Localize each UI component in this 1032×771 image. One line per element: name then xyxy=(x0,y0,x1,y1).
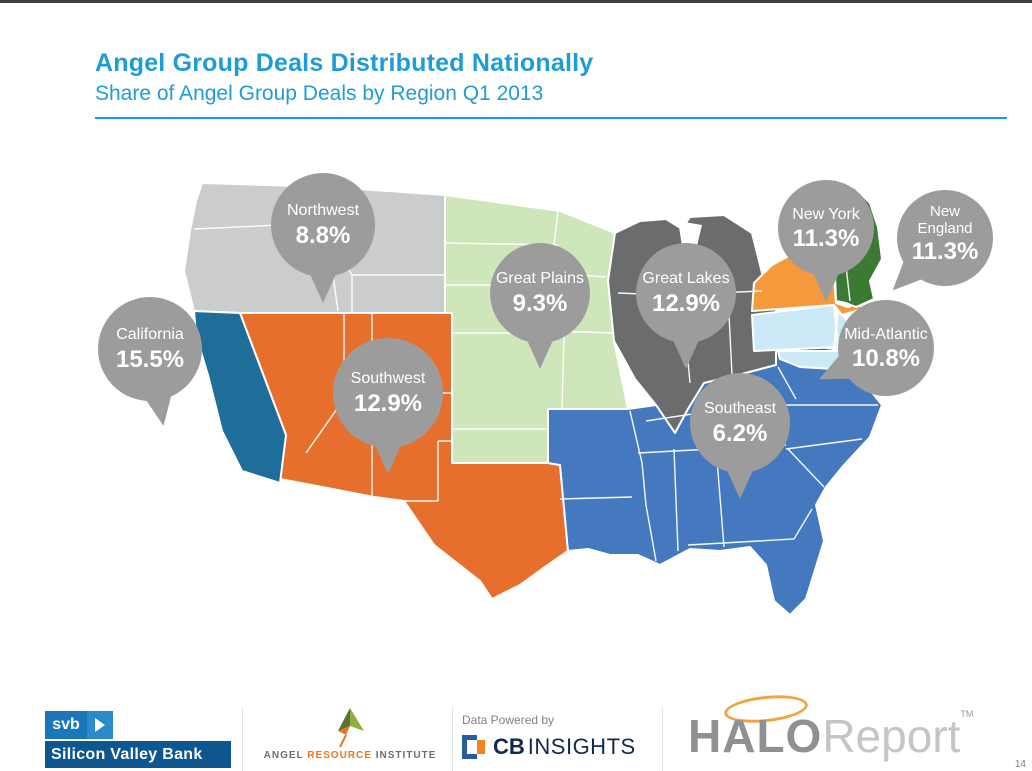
pin-southwest: Southwest 12.9% xyxy=(333,338,443,474)
svb-logo: svb Silicon Valley Bank xyxy=(45,711,231,768)
svb-chevron-icon xyxy=(87,711,113,739)
cbinsights-icon xyxy=(462,735,486,759)
svb-mark: svb xyxy=(45,711,87,739)
pin-mid-atlantic-label: Mid-Atlantic xyxy=(844,326,928,343)
pin-california: California 15.5% xyxy=(98,297,202,426)
pin-northwest: Northwest 8.8% xyxy=(271,173,375,303)
title-rule xyxy=(95,117,1007,119)
pin-great-lakes-value: 12.9% xyxy=(652,290,720,317)
pin-new-england-label-line1: New xyxy=(930,203,960,220)
halo-report-logo: HALOReportTM xyxy=(688,691,1018,763)
footer: svb Silicon Valley Bank ANGEL RESOURCE I… xyxy=(0,691,1032,771)
pin-new-york-value: 11.3% xyxy=(793,225,860,252)
pin-great-plains-label: Great Plains xyxy=(496,270,584,287)
footer-divider xyxy=(242,707,243,771)
footer-divider xyxy=(662,707,663,771)
pin-new-york-label: New York xyxy=(792,206,861,223)
pin-southwest-label: Southwest xyxy=(351,370,426,387)
pin-great-lakes: Great Lakes 12.9% xyxy=(636,243,736,369)
pin-great-lakes-label: Great Lakes xyxy=(642,270,729,287)
ari-word-resource: RESOURCE xyxy=(307,750,372,761)
angel-resource-institute-logo: ANGEL RESOURCE INSTITUTE xyxy=(252,707,448,761)
pin-california-value: 15.5% xyxy=(116,346,184,373)
pin-mid-atlantic-value: 10.8% xyxy=(852,345,920,372)
header: Angel Group Deals Distributed Nationally… xyxy=(95,49,1007,119)
halo-brand: HALO xyxy=(688,710,823,762)
halo-trademark: TM xyxy=(960,709,974,719)
cbinsights-logo: Data Powered by CB INSIGHTS xyxy=(462,713,636,760)
region-new-york xyxy=(751,246,863,316)
region-southwest xyxy=(239,312,569,600)
ari-word-institute: INSTITUTE xyxy=(375,750,437,761)
pin-new-england-label-line2: England xyxy=(917,220,972,237)
svb-name: Silicon Valley Bank xyxy=(45,741,231,768)
ari-word-angel: ANGEL xyxy=(263,750,304,761)
pin-new-york: New York 11.3% xyxy=(778,180,874,302)
pin-new-england: New England 11.3% xyxy=(892,190,993,291)
footer-divider xyxy=(452,707,453,771)
data-powered-by-label: Data Powered by xyxy=(462,713,555,727)
pin-southeast-label: Southeast xyxy=(704,400,777,417)
pin-mid-atlantic: Mid-Atlantic 10.8% xyxy=(818,300,934,396)
pin-northwest-label: Northwest xyxy=(287,202,360,219)
cbinsights-brand: CB xyxy=(493,734,525,759)
pin-southwest-value: 12.9% xyxy=(354,390,422,417)
page-subtitle: Share of Angel Group Deals by Region Q1 … xyxy=(95,82,544,105)
halo-brand2: Report xyxy=(822,710,961,762)
pin-california-label: California xyxy=(116,326,184,343)
cbinsights-brand2: INSIGHTS xyxy=(527,734,636,759)
pin-great-plains-value: 9.3% xyxy=(513,290,568,317)
page-title: Angel Group Deals Distributed Nationally xyxy=(95,49,594,77)
us-region-map: Northwest 8.8% California 15.5% Southwes… xyxy=(98,173,993,616)
pin-new-england-value: 11.3% xyxy=(912,238,979,265)
ari-kite-icon xyxy=(338,708,364,748)
pin-great-plains: Great Plains 9.3% xyxy=(490,243,590,369)
page-number: 14 xyxy=(1014,759,1026,770)
pin-northwest-value: 8.8% xyxy=(296,222,351,249)
pin-southeast-value: 6.2% xyxy=(713,420,768,447)
pin-southeast: Southeast 6.2% xyxy=(690,373,790,499)
